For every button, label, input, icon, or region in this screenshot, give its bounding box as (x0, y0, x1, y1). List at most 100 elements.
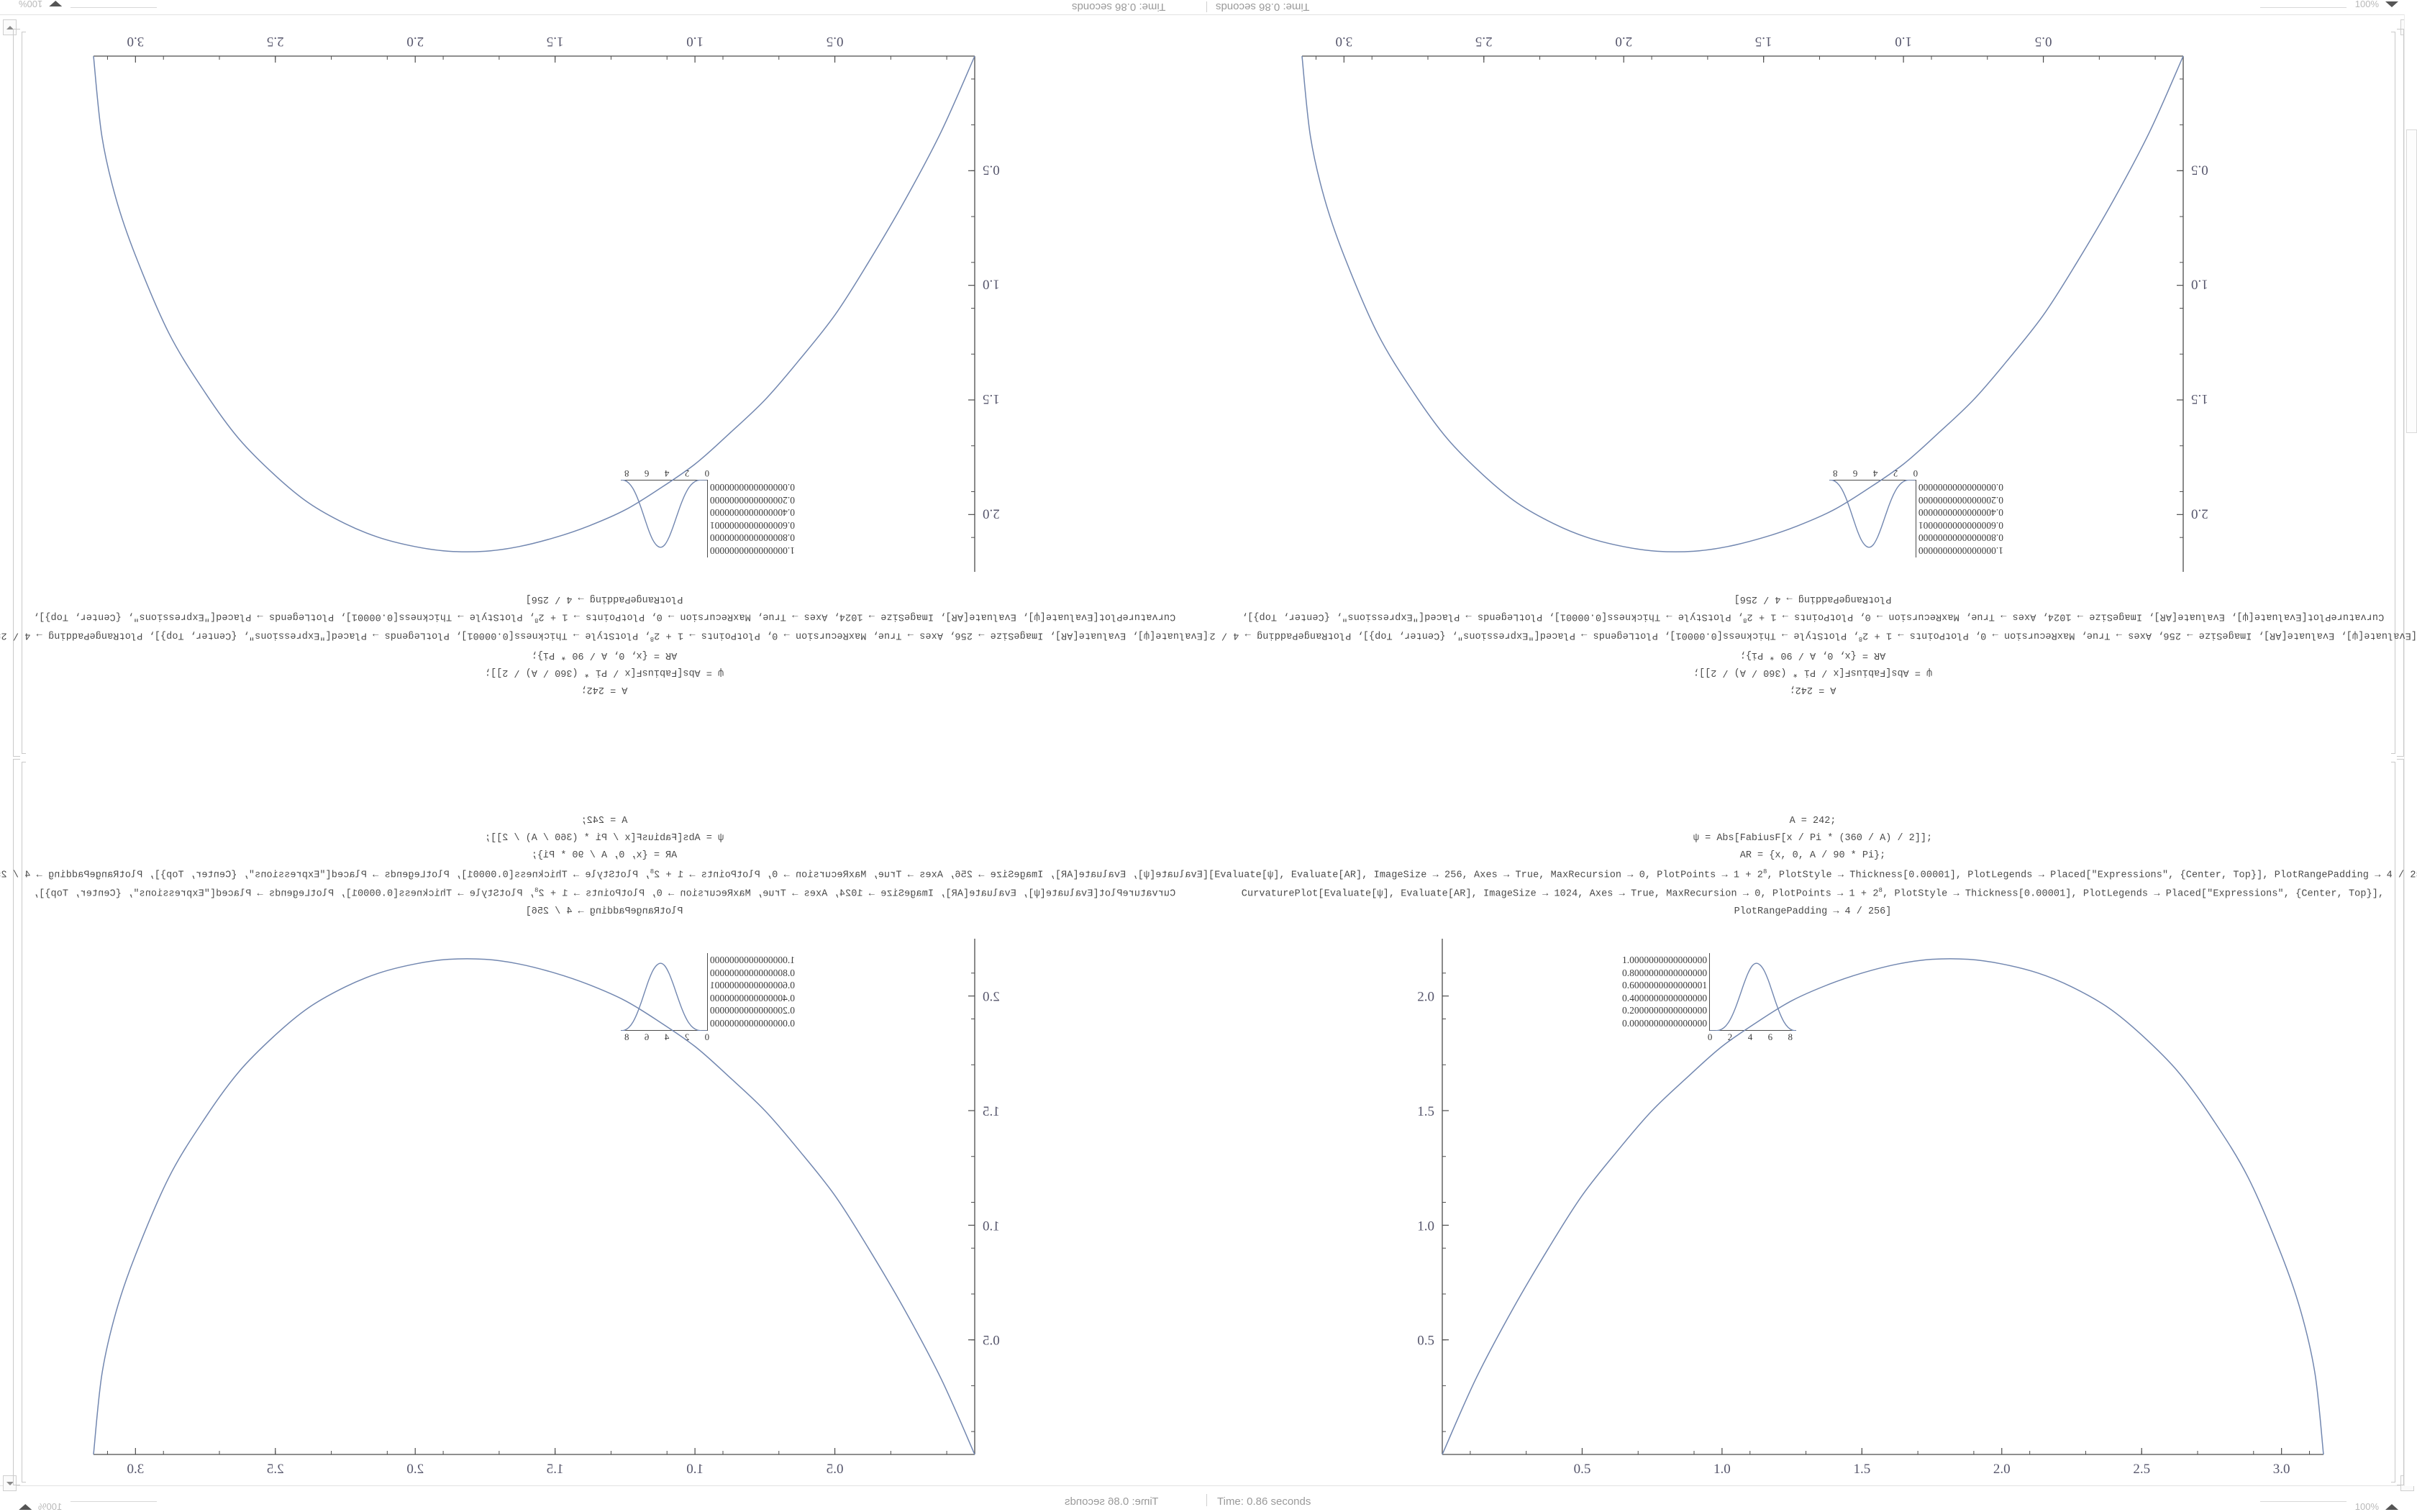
y-tick-label: 1.0 (983, 1219, 1000, 1234)
curvature-plot: 0.5 1.0 1.5 2.0 2.5 3.0 0.5 1.0 1.5 2.0 (79, 14, 1029, 590)
code-line-1: A = 242; (581, 816, 628, 826)
teardrop-curve (93, 55, 975, 552)
code-line-4-suffix: , PlotStyle → Thickness[0.00001], PlotLe… (1767, 870, 2417, 881)
code-line-4: [Evaluate[ψ], Evaluate[AR], ImageSize → … (1208, 627, 2417, 646)
zoom-level-label-bottom-right: 100% (2354, 1501, 2379, 1512)
y-tick-label: 2.0 (983, 990, 1000, 1005)
legend-x-axis (1710, 1030, 1797, 1031)
vertical-scrollbar[interactable] (2404, 14, 2417, 1486)
teardrop-curve (1301, 55, 2184, 552)
x-axis-ticks: 0.5 1.0 1.5 2.0 2.5 3.0 (106, 34, 947, 63)
zoom-control-top-left[interactable]: 100% (19, 0, 63, 9)
x-axis-ticks: 0.5 1.0 1.5 2.0 2.5 3.0 (1470, 1448, 2311, 1477)
code-line-4-suffix: , PlotStyle → Thickness[0.00001], PlotLe… (1208, 629, 1859, 641)
code-line-4-exponent: 8 (1762, 867, 1767, 875)
plot-legend-inset: 1.0000000000000000 0.8000000000000000 0.60… (620, 953, 795, 1042)
zoom-divider-top-left (70, 7, 157, 8)
quadrant-bottom-right: A = 242; ψ = Abs[FabiusF[x / Pi * (360 /… (1208, 755, 2417, 1496)
curvature-plot-svg: 0.5 1.0 1.5 2.0 2.5 3.0 0.5 1.0 1.5 2.0 (93, 34, 1000, 572)
y-tick-label: 1.5 (2191, 391, 2208, 406)
code-line-5: CurvaturePlot[Evaluate[ψ], Evaluate[AR],… (1208, 607, 2417, 627)
x-tick-label: 3.0 (2273, 1462, 2290, 1477)
x-axis-ticks: 0.5 1.0 1.5 2.0 2.5 3.0 (1315, 34, 2156, 63)
teardrop-curve (93, 958, 975, 1455)
x-tick-label: 0.5 (827, 1462, 844, 1477)
y-tick-label: 2.0 (1417, 990, 1434, 1005)
code-line-4-exponent: 8 (1858, 635, 1863, 643)
chevron-up-icon[interactable] (2385, 1503, 2398, 1510)
x-tick-label: 1.5 (1853, 1462, 1870, 1477)
x-tick-label: 1.5 (547, 1462, 564, 1477)
code-line-1: A = 242; (581, 684, 628, 695)
chevron-up-icon[interactable] (19, 1503, 32, 1510)
zoom-control-bottom-right[interactable]: 100% (2355, 1501, 2398, 1512)
quadrant-top-left: A = 242; ψ = Abs[FabiusF[x / Pi * (360 /… (0, 14, 1208, 755)
code-line-5-exponent: 8 (1742, 616, 1747, 624)
legend-x-tick-0: 0 (1707, 1031, 1713, 1042)
cell-bracket-top[interactable] (2397, 29, 2404, 757)
zoom-control-top-right[interactable]: 100% (2355, 0, 2398, 9)
legend-y-tick-0: 1.0000000000000000 (1622, 955, 1708, 965)
chevron-down-icon[interactable] (49, 1, 63, 7)
y-tick-label: 0.5 (2191, 162, 2208, 177)
cell-bracket-bottom[interactable] (2397, 759, 2404, 1485)
plot-legend-inset: 1.0000000000000000 0.8000000000000000 0.60… (1829, 468, 2003, 557)
cell-bracket-inner-bottom[interactable] (2391, 762, 2395, 1483)
code-cell[interactable]: A = 242; ψ = Abs[FabiusF[x / Pi * (360 /… (1208, 813, 2417, 921)
quadrant-bottom-left: A = 242; ψ = Abs[FabiusF[x / Pi * (360 /… (0, 755, 1208, 1496)
y-axis-ticks: 0.5 1.0 1.5 2.0 (968, 973, 1000, 1432)
code-cell[interactable]: A = 242; ψ = Abs[FabiusF[x / Pi * (360 /… (0, 813, 1208, 921)
y-axis-ticks: 0.5 1.0 1.5 2.0 (2177, 78, 2208, 538)
y-tick-label: 1.5 (983, 1104, 1000, 1119)
scroll-up-button-left[interactable] (3, 19, 17, 35)
code-line-4-prefix: [Evaluate[ψ], Evaluate[AR], ImageSize → … (1208, 870, 1763, 881)
y-tick-label: 0.5 (1417, 1334, 1434, 1349)
code-line-5-suffix: , PlotStyle → Thickness[0.00001], PlotLe… (32, 611, 534, 622)
legend-curve (1829, 480, 1916, 548)
code-line-5-exponent: 8 (1878, 887, 1883, 895)
legend-y-tick-labels: 1.0000000000000000 0.8000000000000000 0.60… (1622, 955, 1707, 1031)
code-line-2: ψ = Abs[FabiusF[x / Pi * (360 / A) / 2]]… (1693, 666, 1933, 678)
plot-legend-inset: 1.0000000000000000 0.8000000000000000 0.60… (620, 468, 795, 557)
x-tick-label: 1.0 (686, 1462, 704, 1477)
notebook-panel: A = 242; ψ = Abs[FabiusF[x / Pi * (360 /… (0, 14, 1208, 755)
legend-x-tick-4: 4 (1747, 1031, 1753, 1042)
plot-legend-inset: 1.0000000000000000 0.8000000000000000 0.60… (1622, 953, 1797, 1042)
y-tick-label: 1.0 (983, 277, 1000, 292)
x-tick-label: 1.0 (1895, 34, 1912, 49)
code-line-5-exponent: 8 (534, 887, 539, 895)
x-tick-label: 3.0 (1335, 34, 1352, 49)
legend-y-tick-5: 0.0000000000000000 (1622, 1017, 1708, 1029)
code-line-3: AR = {x, 0, A / 90 * Pi}; (531, 649, 678, 660)
code-line-6: PlotRangePadding → 4 / 256] (525, 593, 683, 605)
x-tick-label: 1.5 (547, 34, 564, 49)
x-tick-label: 3.0 (127, 1462, 144, 1477)
code-line-3: AR = {x, 0, A / 90 * Pi}; (1739, 649, 1886, 660)
code-cell[interactable]: A = 242; ψ = Abs[FabiusF[x / Pi * (360 /… (0, 590, 1208, 698)
code-line-4-exponent: 8 (650, 635, 655, 643)
code-line-2: ψ = Abs[FabiusF[x / Pi * (360 / A) / 2]]… (484, 666, 724, 678)
code-line-4-prefix: [Evaluate[ψ], Evaluate[AR], ImageSize → … (654, 629, 1208, 641)
status-separator-top (1206, 1, 1207, 12)
code-line-6: PlotRangePadding → 4 / 256] (1734, 593, 1892, 605)
cell-bracket-inner-top[interactable] (2391, 32, 2395, 754)
quadrant-top-right: A = 242; ψ = Abs[FabiusF[x / Pi * (360 /… (1208, 14, 2417, 755)
y-axis-ticks: 0.5 1.0 1.5 2.0 (1417, 973, 1449, 1432)
plot-axes (94, 55, 975, 572)
code-line-4: [Evaluate[ψ], Evaluate[AR], ImageSize → … (0, 627, 1208, 646)
y-tick-label: 1.5 (1417, 1104, 1434, 1119)
y-tick-label: 1.0 (2191, 277, 2208, 292)
chevron-down-icon[interactable] (2385, 1, 2398, 7)
curvature-plot-svg: 0.5 1.0 1.5 2.0 2.5 3.0 0.5 1.0 1.5 2.0 (1417, 939, 2324, 1477)
zoom-level-label-top-right: 100% (2354, 0, 2379, 9)
code-cell[interactable]: A = 242; ψ = Abs[FabiusF[x / Pi * (360 /… (1208, 590, 2417, 698)
code-line-5: CurvaturePlot[Evaluate[ψ], Evaluate[AR],… (0, 884, 1208, 903)
notebook-panel: A = 242; ψ = Abs[FabiusF[x / Pi * (360 /… (0, 755, 1208, 1496)
x-tick-label: 2.5 (1475, 34, 1493, 49)
scroll-down-button-left[interactable] (3, 1475, 17, 1491)
zoom-level-label-top-left: 100% (19, 0, 43, 9)
plot-axes (1302, 55, 2184, 572)
y-tick-label: 0.5 (983, 1334, 1000, 1349)
y-axis-ticks: 0.5 1.0 1.5 2.0 (968, 78, 1000, 538)
